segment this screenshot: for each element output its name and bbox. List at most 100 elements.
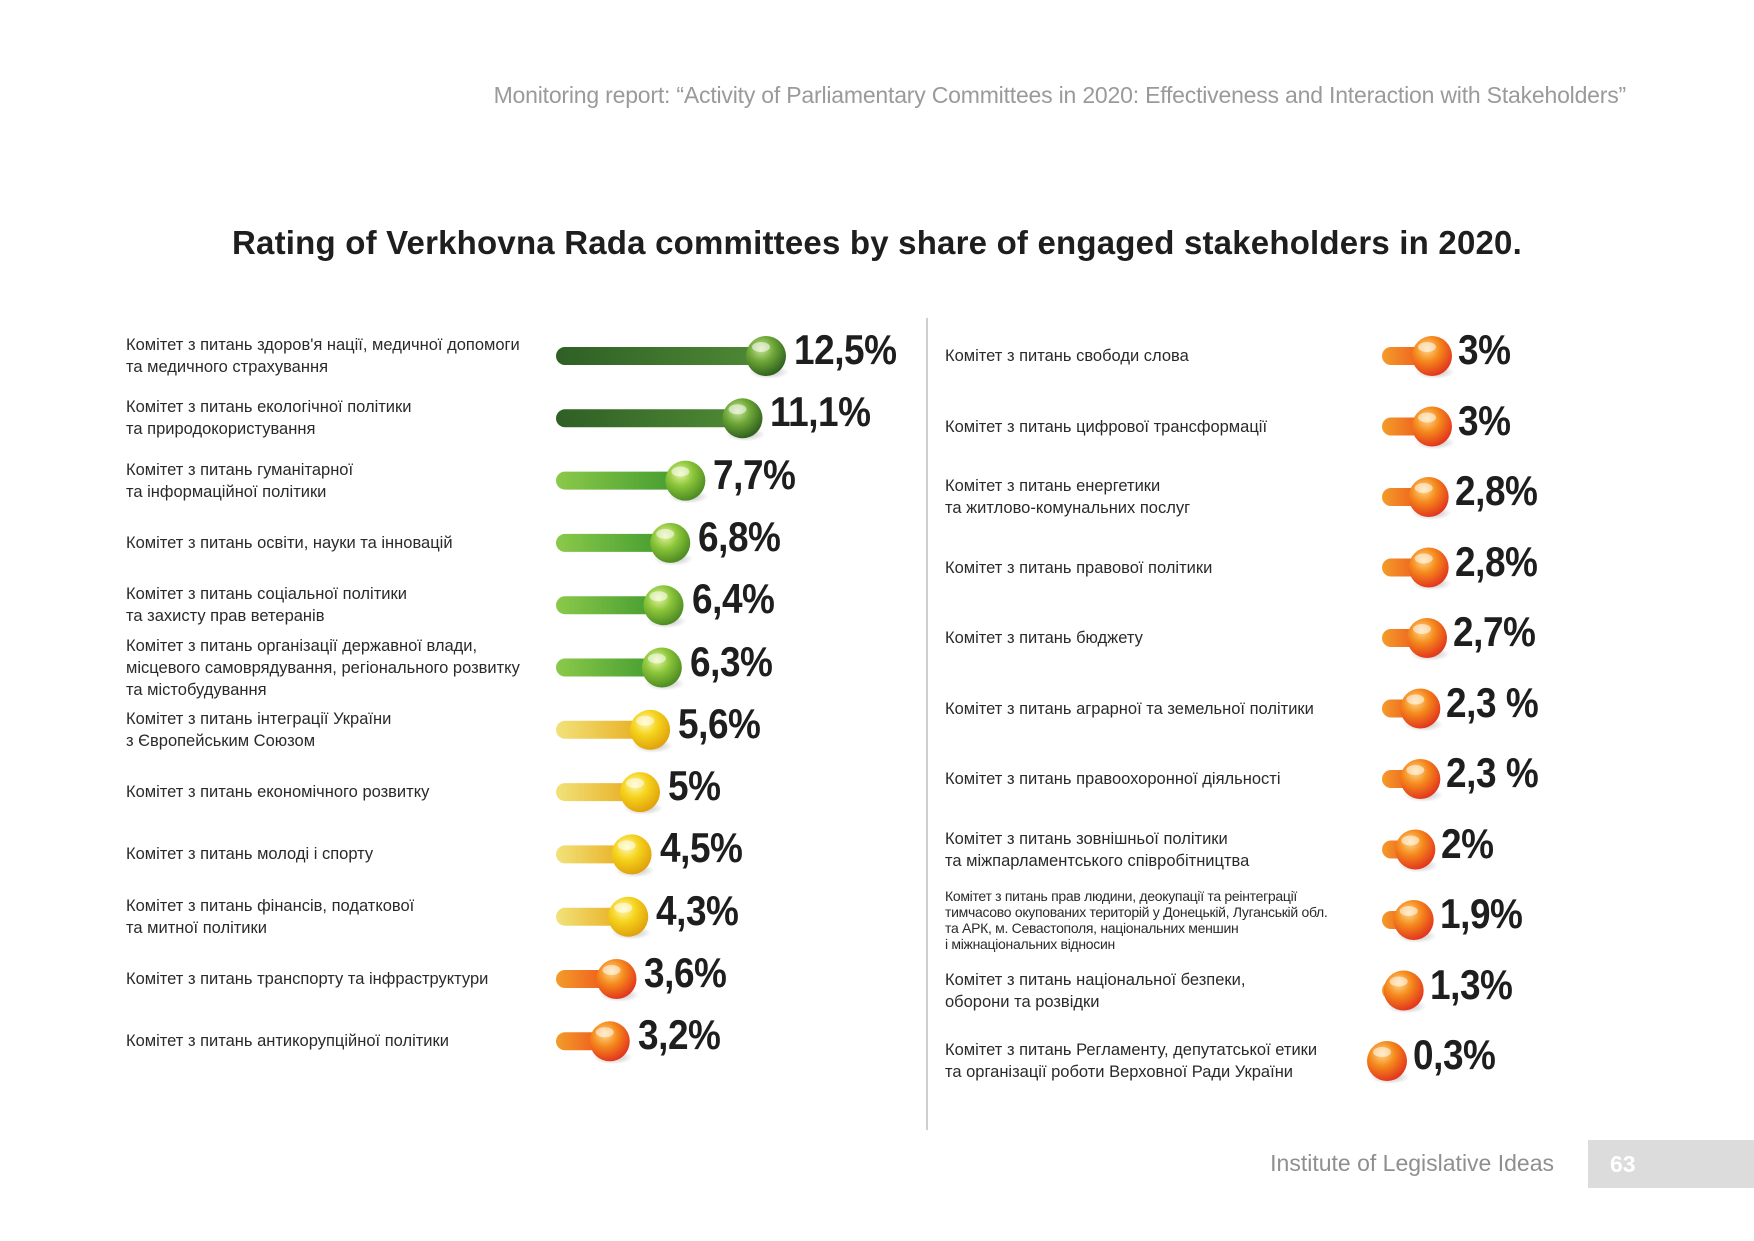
category-label-line: Комітет з питань здоров'я нації, медично… <box>126 336 520 354</box>
category-label-line: та містобудування <box>126 680 267 699</box>
bar-end-ball <box>1408 547 1449 588</box>
value-label: 5% <box>668 762 721 810</box>
category-label: Комітет з питань гуманітарної та інформац… <box>126 459 353 503</box>
ball-highlight <box>1418 412 1436 423</box>
category-label: Комітет з питань національної безпеки, об… <box>945 969 1245 1013</box>
page-number: 63 <box>1610 1151 1636 1177</box>
report-header: Monitoring report: “Activity of Parliame… <box>493 82 1627 108</box>
bar-row-1-0 <box>1382 336 1455 379</box>
bar <box>556 783 640 802</box>
bar <box>556 720 651 739</box>
value-label: 4,3% <box>656 886 739 934</box>
bar <box>1382 488 1429 506</box>
ball-highlight <box>1414 553 1433 564</box>
bar <box>1382 558 1429 577</box>
ball-shadow <box>1403 788 1444 802</box>
bar-end-ball <box>1383 970 1424 1011</box>
category-label-line: Комітет з питань соціальної політики <box>126 585 407 604</box>
category-label: Комітет з питань прав людини, деокупації… <box>945 888 1328 952</box>
ball-shadow <box>1403 717 1444 732</box>
category-label-line: Комітет з питань екологічної політики <box>126 398 412 417</box>
category-label-line: з Європейським Союзом <box>126 731 316 750</box>
category-label-line: Комітет з питань правоохоронної діяльнос… <box>945 770 1281 788</box>
value-label: 6,4% <box>691 575 775 623</box>
bar-end-ball <box>1393 900 1434 940</box>
ball-shadow <box>646 614 687 629</box>
category-label-line: Комітет з питань організації державної в… <box>126 636 478 655</box>
category-label: Комітет з питань інтеграції України з Євр… <box>126 708 391 752</box>
bar-end-ball <box>1407 618 1447 658</box>
category-label-line: та митної політики <box>126 918 267 937</box>
bar <box>556 658 662 677</box>
ball-shadow <box>1410 647 1450 661</box>
bar-row-0-1 <box>556 398 766 442</box>
bar-row-1-8 <box>1382 900 1437 943</box>
ball-highlight <box>1414 483 1433 493</box>
bar-end-ball <box>665 460 706 501</box>
ball-highlight <box>1399 906 1418 916</box>
category-label-line: Комітет з питань цифрової трансформації <box>945 417 1268 436</box>
bar <box>556 409 743 428</box>
ball-shadow <box>1411 576 1452 591</box>
category-label: Комітет з питань організації державної в… <box>126 635 520 701</box>
bar-row-0-2 <box>556 460 709 504</box>
bar-row-1-7 <box>1382 829 1439 873</box>
category-label: Комітет з питань правоохоронної діяльнос… <box>945 768 1281 790</box>
category-label: Комітет з питань Регламенту, депутатсько… <box>945 1039 1317 1083</box>
ball-shadow <box>1411 506 1452 520</box>
category-label-line: Комітет з питань фінансів, податкової <box>126 896 415 915</box>
category-label-line: і міжнаціональних відносин <box>945 936 1115 952</box>
category-label: Комітет з питань здоров'я нації, медично… <box>126 334 520 378</box>
bar <box>1382 1052 1387 1070</box>
bar <box>556 471 686 490</box>
bar-end-ball <box>1408 477 1449 517</box>
bar-row-1-6 <box>1382 759 1444 802</box>
category-label-line: Комітет з питань національної безпеки, <box>945 970 1246 989</box>
ball-highlight <box>617 840 636 851</box>
category-label: Комітет з питань правової політики <box>945 557 1212 579</box>
ball-highlight <box>1389 976 1408 987</box>
category-label-line: та медичного страхування <box>126 358 329 376</box>
category-label-line: Комітет з питань бюджету <box>945 629 1143 647</box>
bar-end-ball <box>746 336 786 376</box>
bar-row-0-8 <box>556 834 655 878</box>
bar <box>556 845 632 864</box>
bar-row-1-4 <box>1382 618 1450 661</box>
ball-shadow <box>644 676 685 691</box>
ball-highlight <box>656 528 675 539</box>
bar-end-ball <box>596 959 637 999</box>
category-label: Комітет з питань екологічної політики та … <box>126 396 411 440</box>
bar-row-0-9 <box>556 896 652 940</box>
value-label: 0,3% <box>1413 1031 1496 1078</box>
category-label: Комітет з питань свободи слова <box>945 345 1189 367</box>
value-label: 2% <box>1441 819 1494 867</box>
category-label: Комітет з питань транспорту та інфрастру… <box>126 968 488 990</box>
category-label: Комітет з питань зовнішньої політики та м… <box>945 828 1249 872</box>
ball-shadow <box>653 551 694 566</box>
category-label-line: Комітет з питань гуманітарної <box>126 460 354 479</box>
ball-highlight <box>1418 342 1436 352</box>
bar-end-ball <box>1395 829 1436 870</box>
bar <box>1382 629 1427 647</box>
bar <box>1382 911 1414 929</box>
bar-end-ball <box>611 834 652 875</box>
category-label-line: місцевого самоврядування, регіонального … <box>126 658 520 677</box>
bar <box>556 533 671 552</box>
value-label: 3,6% <box>644 949 727 996</box>
bar-row-0-6 <box>556 709 674 753</box>
category-label: Комітет з питань економічного розвитку <box>126 781 429 803</box>
category-label-line: тимчасово окупованих територій у Донецьк… <box>945 904 1328 920</box>
category-label-line: та міжпарламентського співробітництва <box>945 851 1250 870</box>
ball-shadow <box>614 863 655 878</box>
category-label-line: та захисту прав ветеранів <box>126 607 325 626</box>
category-label: Комітет з питань енергетики та житлово-ко… <box>945 475 1190 519</box>
ball-highlight <box>728 404 747 415</box>
category-label-line: Комітет з питань економічного розвитку <box>126 783 430 802</box>
bar-end-ball <box>722 398 763 439</box>
bar-row-1-3 <box>1382 547 1452 591</box>
ball-shadow <box>623 801 663 816</box>
category-label: Комітет з питань освіти, науки та іннова… <box>126 532 453 554</box>
ball-shadow <box>592 1050 633 1065</box>
category-label: Комітет з питань бюджету <box>945 627 1143 649</box>
chart-title: Rating of Verkhovna Rada committees by s… <box>232 224 1522 261</box>
